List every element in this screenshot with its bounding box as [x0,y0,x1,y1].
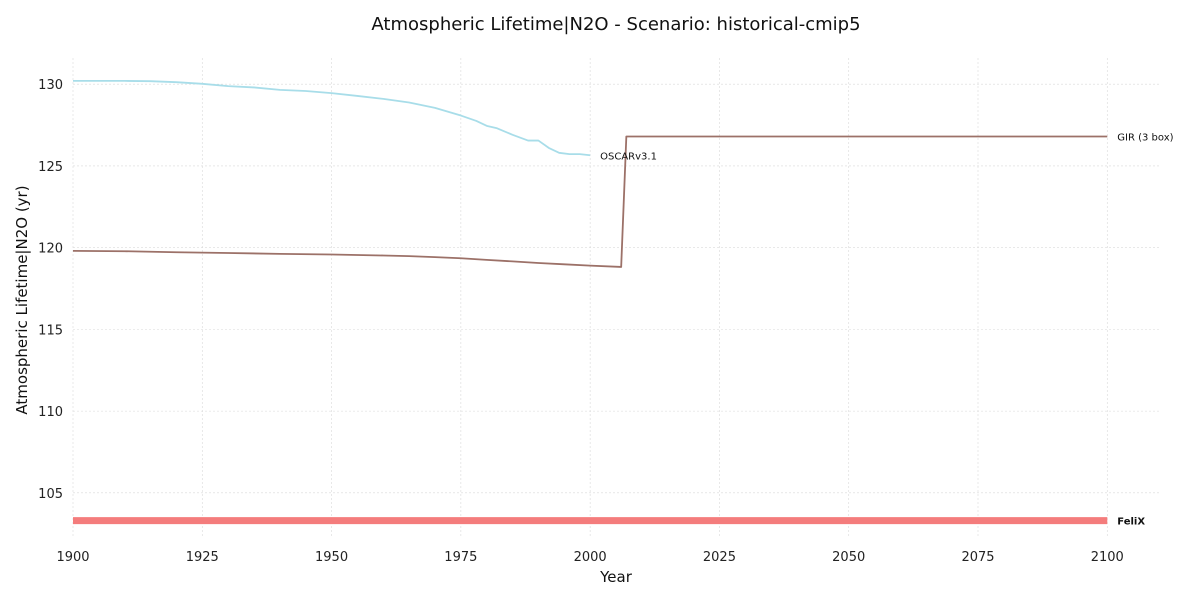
x-tick-label: 1925 [186,550,219,565]
y-tick-label: 120 [38,242,63,257]
y-tick-label: 125 [38,160,63,175]
y-tick-label: 105 [38,487,63,502]
series-lines [72,79,1108,525]
series-line-oscarv3-1 [73,79,591,157]
x-axis-label: Year [599,568,633,586]
x-tick-label: 1950 [315,550,348,565]
series-labels: OSCARv3.1 GIR (3 box) FeliX [600,132,1173,527]
x-tick-label: 1900 [56,550,89,565]
y-axis-label: Atmospheric Lifetime|N2O (yr) [13,185,31,414]
series-label-gir-3-box: GIR (3 box) [1117,132,1173,143]
x-axis-ticks: 1900 1925 1950 1975 2000 2025 2050 2075 2100 [56,550,1123,565]
x-tick-label: 2025 [703,550,736,565]
x-tick-label: 2050 [832,550,865,565]
grid [72,58,1159,537]
series-label-oscarv3-1: OSCARv3.1 [600,151,657,162]
series-line-gir-3-box [72,135,1108,268]
x-tick-label: 1975 [444,550,477,565]
chart-title: Atmospheric Lifetime|N2O - Scenario: his… [371,14,860,35]
y-axis-ticks: 105 110 115 120 125 130 [38,78,63,502]
x-tick-label: 2000 [574,550,607,565]
x-tick-label: 2075 [961,550,994,565]
y-tick-label: 115 [38,323,63,338]
series-label-felix: FeliX [1117,517,1145,528]
x-tick-label: 2100 [1091,550,1124,565]
y-tick-label: 130 [38,78,63,93]
y-tick-label: 110 [38,405,63,420]
